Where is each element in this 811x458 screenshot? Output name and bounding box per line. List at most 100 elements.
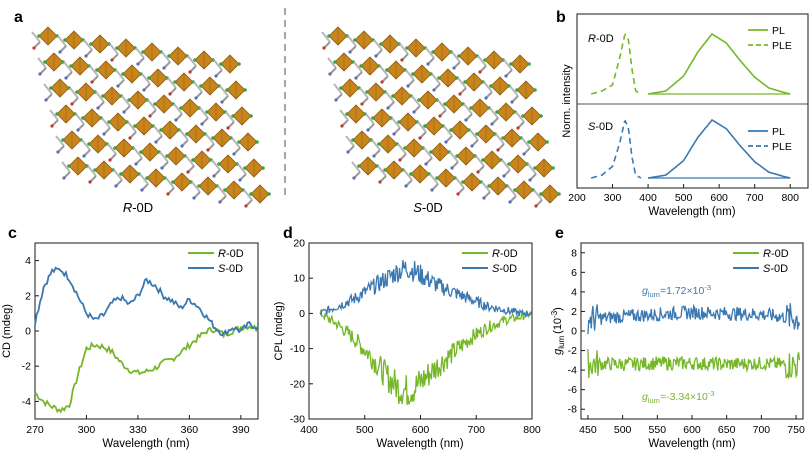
organic-bond — [43, 83, 53, 95]
halide-atom — [119, 172, 123, 176]
halide-atom — [171, 180, 175, 184]
hetero-atom — [32, 46, 36, 50]
panel-c-legend: R-0D S-0D — [188, 248, 244, 275]
hetero-atom — [70, 102, 74, 106]
organic-bond — [457, 77, 467, 89]
organic-bond — [451, 51, 461, 63]
panel-e-annotation-r: glum=-3.34×10-3 — [642, 389, 715, 405]
halide-atom — [107, 120, 111, 124]
panel-c-ticks: 270 300 330 360 390 4 2 0 -2 -4 — [22, 255, 250, 436]
organic-bond — [477, 55, 487, 67]
halide-atom — [423, 124, 427, 128]
series-glum-s — [587, 303, 801, 335]
halide-atom — [121, 72, 125, 76]
organic-bond — [161, 51, 171, 63]
hetero-atom — [192, 196, 196, 200]
organic-bond — [165, 177, 175, 189]
organic-bond — [509, 85, 519, 97]
organic-bond — [219, 85, 229, 97]
halide-atom — [49, 86, 53, 90]
panel-e-series — [587, 303, 801, 379]
hetero-atom — [82, 154, 86, 158]
halide-atom — [449, 128, 453, 132]
hetero-atom — [392, 132, 396, 136]
halide-atom — [545, 140, 549, 144]
organic-bond — [533, 189, 543, 201]
organic-bond — [115, 69, 125, 81]
organic-bond — [37, 57, 47, 69]
halide-atom — [197, 184, 201, 188]
hetero-atom — [464, 118, 468, 122]
hetero-atom — [452, 66, 456, 70]
halide-atom — [191, 158, 195, 162]
panel-d-ytick-label: 20 — [293, 238, 305, 250]
legend-top-pl: PL — [772, 25, 785, 37]
crystal-structure-r-0d — [31, 26, 271, 208]
panel-c-xtick-label: 330 — [129, 424, 147, 436]
panel-e-xtick-label: 550 — [649, 424, 667, 436]
organic-bond — [81, 139, 91, 151]
panel-c-series — [34, 266, 259, 414]
halide-atom — [55, 112, 59, 116]
hetero-atom — [154, 140, 158, 144]
panel-e-ytick-label: -8 — [568, 404, 577, 416]
hetero-atom — [504, 74, 508, 78]
hetero-atom — [334, 98, 338, 102]
halide-atom — [217, 162, 221, 166]
panel-b-xticks: 200 300 400 500 600 700 800 — [568, 184, 799, 204]
halide-atom — [101, 94, 105, 98]
halide-atom — [67, 164, 71, 168]
panel-b-xtick-label: 500 — [675, 192, 693, 204]
legend-bottom-ple: PLE — [772, 141, 792, 153]
organic-bond — [231, 137, 241, 149]
panel-b-legend-bottom: PL PLE — [748, 126, 792, 153]
halide-atom — [237, 62, 241, 66]
organic-bond — [185, 155, 195, 167]
hetero-atom — [380, 80, 384, 84]
organic-bond — [475, 155, 485, 167]
halide-atom — [219, 62, 223, 66]
organic-bond — [31, 31, 41, 43]
organic-bond — [187, 55, 197, 67]
halide-atom — [513, 188, 517, 192]
organic-bond — [489, 107, 499, 119]
halide-atom — [63, 38, 67, 42]
halide-atom — [205, 110, 209, 114]
panel-c-ytick-label: -2 — [22, 361, 31, 373]
hetero-atom — [160, 166, 164, 170]
hetero-atom — [386, 106, 390, 110]
hetero-atom — [76, 128, 80, 132]
hetero-atom — [110, 58, 114, 62]
hetero-atom — [490, 122, 494, 126]
halide-atom — [75, 90, 79, 94]
halide-atom — [243, 166, 247, 170]
organic-bond — [469, 129, 479, 141]
panel-e-xtick-label: 600 — [683, 424, 701, 436]
organic-bond — [321, 31, 331, 43]
halide-atom — [93, 168, 97, 172]
organic-bond — [527, 163, 537, 175]
organic-bond — [193, 81, 203, 93]
series-s-ple — [590, 119, 642, 179]
panel-c-ytick-label: 4 — [25, 255, 31, 267]
hetero-atom — [44, 98, 48, 102]
halide-atom — [409, 172, 413, 176]
halide-atom — [165, 154, 169, 158]
halide-atom — [113, 146, 117, 150]
halide-atom — [357, 164, 361, 168]
panel-c-xtick-label: 390 — [232, 424, 250, 436]
halide-atom — [411, 72, 415, 76]
organic-bond — [429, 173, 439, 185]
halide-atom — [443, 102, 447, 106]
organic-bond — [113, 169, 123, 181]
organic-bond — [385, 91, 395, 103]
panel-e-ytick-label: 4 — [571, 286, 577, 298]
series-s-pl — [647, 118, 791, 179]
panel-d-ytick-label: 0 — [299, 308, 305, 320]
panel-d-xtick-label: 500 — [356, 424, 374, 436]
halide-atom — [377, 142, 381, 146]
organic-bond — [359, 87, 369, 99]
panel-c-ytick-label: -4 — [22, 396, 31, 408]
halide-atom — [469, 106, 473, 110]
hetero-atom — [168, 92, 172, 96]
